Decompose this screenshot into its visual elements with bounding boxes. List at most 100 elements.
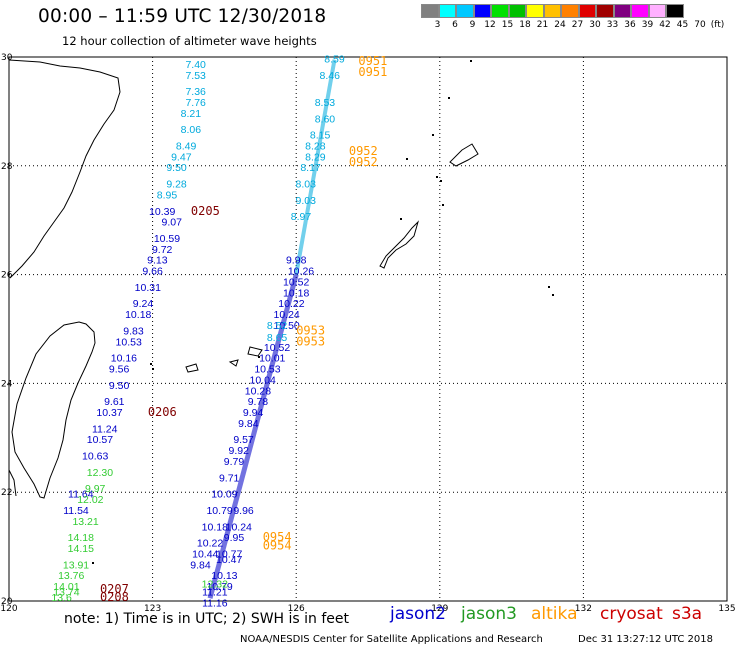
obs-label-jason3: 12.02 (77, 494, 103, 506)
obs-label-jason2: 10.52 (264, 342, 290, 354)
obs-label-jason3: 9.97 (85, 483, 106, 495)
observations: 7.407.537.367.768.218.068.499.479.509.28… (51, 53, 387, 609)
altika-pass-label: 0951 (358, 65, 387, 79)
scale-label: 39 (641, 20, 654, 30)
longitude-label: 126 (288, 604, 305, 614)
obs-label-jason2: 9.95 (224, 532, 245, 544)
latitude-label: 30 (1, 53, 13, 63)
obs-label-jason2: 9.24 (133, 298, 154, 310)
obs-label-cyan: 8.28 (305, 140, 326, 152)
island-dot (150, 363, 152, 365)
page-subtitle: 12 hour collection of altimeter wave hei… (62, 34, 317, 48)
obs-label-cyan: 9.50 (166, 162, 187, 174)
longitude-label: 120 (0, 604, 17, 614)
scale-swatch (561, 4, 579, 18)
obs-label-cyan: 7.53 (185, 70, 206, 82)
map-grid (9, 57, 727, 601)
obs-label-jason2: 9.94 (243, 407, 264, 419)
obs-label-jason2: 10.63 (82, 451, 108, 463)
scale-label: 15 (501, 20, 514, 30)
obs-label-jason2: 9.71 (219, 472, 240, 484)
okinawa-island (379, 220, 420, 269)
scale-swatch (543, 4, 561, 18)
island-dot (448, 97, 450, 99)
obs-label-cyan: 8.15 (310, 130, 331, 142)
obs-label-jason2: 11.64 (68, 489, 94, 501)
scale-swatch (648, 4, 666, 18)
obs-label-cyan: 8.95 (157, 189, 178, 201)
track-line (207, 273, 299, 599)
obs-label-cyan: 8.29 (305, 151, 326, 163)
obs-label-jason2: 9.83 (123, 325, 144, 337)
latitude-label: 28 (1, 162, 13, 172)
scale-label: 30 (589, 20, 601, 30)
scale-swatch (421, 4, 439, 18)
island-dot (440, 180, 442, 182)
scale-label: 27 (571, 20, 584, 30)
obs-label-jason2: 10.28 (245, 385, 271, 397)
obs-label-jason2: 10.39 (149, 206, 175, 218)
obs-label-jason2: 11.24 (92, 423, 118, 435)
legend-jason2: jason2 (390, 604, 446, 624)
taiwan-coast (11, 321, 96, 499)
obs-label-jason2: 9.66 (142, 266, 163, 278)
cryosat-pass-label: 0208 (100, 590, 129, 604)
color-scale-labels: 3 6 9 12 15 18 21 24 27 30 33 36 39 42 45 70 (ft) (421, 18, 725, 32)
obs-label-cyan: 9.47 (171, 151, 192, 163)
altika-pass-label: 0951 (358, 54, 387, 68)
obs-label-cyan: 7.40 (185, 59, 206, 71)
legend-jason3: jason3 (461, 604, 517, 624)
legend-altika: altika (531, 604, 578, 624)
altika-pass-label: 0953 (296, 334, 325, 348)
obs-label-single: 8.65 (267, 332, 288, 344)
latitude-label: 20 (1, 597, 13, 607)
obs-label-jason2: 10.79 (206, 505, 232, 517)
obs-label-cyan: 9.28 (166, 179, 187, 191)
island-dot (432, 134, 434, 136)
obs-label-jason2: 9.57 (233, 434, 254, 446)
scale-label: 3 (434, 20, 441, 30)
obs-label-jason3: 13.6 (51, 592, 72, 604)
obs-label-jason2: 9.96 (233, 505, 254, 517)
obs-label-jason2: 9.78 (248, 396, 269, 408)
obs-label-jason2: 9.72 (152, 244, 173, 256)
scale-swatch (438, 4, 456, 18)
island-dot (400, 218, 402, 220)
altika-pass-label: 0952 (349, 144, 378, 158)
island-dot (406, 158, 408, 160)
obs-label-jason2: 10.44 (192, 548, 218, 560)
obs-label-jason2: 9.61 (104, 396, 125, 408)
obs-label-jason3: 13.91 (63, 559, 89, 571)
obs-label-single: 11.16 (202, 597, 228, 609)
units-note: note: 1) Time is in UTC; 2) SWH is in fe… (64, 611, 350, 627)
longitude-label: 132 (575, 604, 592, 614)
island-dot (152, 368, 154, 370)
yaeyama-islands (185, 346, 263, 373)
scale-label: 18 (519, 20, 531, 30)
scale-swatch (508, 4, 526, 18)
obs-label-jason2: 9.50 (109, 380, 130, 392)
obs-label-cyan: 8.60 (315, 113, 336, 125)
cryosat-pass-label: 0207 (100, 582, 129, 596)
scale-swatch (578, 4, 596, 18)
island-dot (442, 204, 444, 206)
obs-label-jason3: 13.76 (58, 570, 84, 582)
scale-swatch (631, 4, 649, 18)
obs-label-single: 8.52 (267, 320, 288, 332)
obs-label-jason2: 10.18 (283, 287, 309, 299)
longitude-label: 135 (718, 604, 735, 614)
obs-label-cyan: 8.03 (296, 179, 317, 191)
obs-label-jason3: 13.74 (53, 587, 79, 599)
scale-label: (ft) (710, 20, 725, 30)
legend-cryosat: cryosat (600, 604, 663, 624)
obs-label-cyan: 8.97 (291, 211, 312, 223)
obs-label-jason2: 10.77 (216, 548, 242, 560)
latitude-label: 26 (1, 271, 13, 281)
page-title: 00:00 – 11:59 UTC 12/30/2018 (38, 6, 327, 27)
obs-label-cyan: 8.59 (324, 53, 345, 65)
map-frame (8, 56, 728, 602)
obs-label-jason2: 9.56 (109, 364, 130, 376)
obs-label-jason2: 10.59 (154, 233, 180, 245)
obs-label-jason3: 13.21 (72, 516, 98, 528)
scale-label: 36 (624, 20, 636, 30)
